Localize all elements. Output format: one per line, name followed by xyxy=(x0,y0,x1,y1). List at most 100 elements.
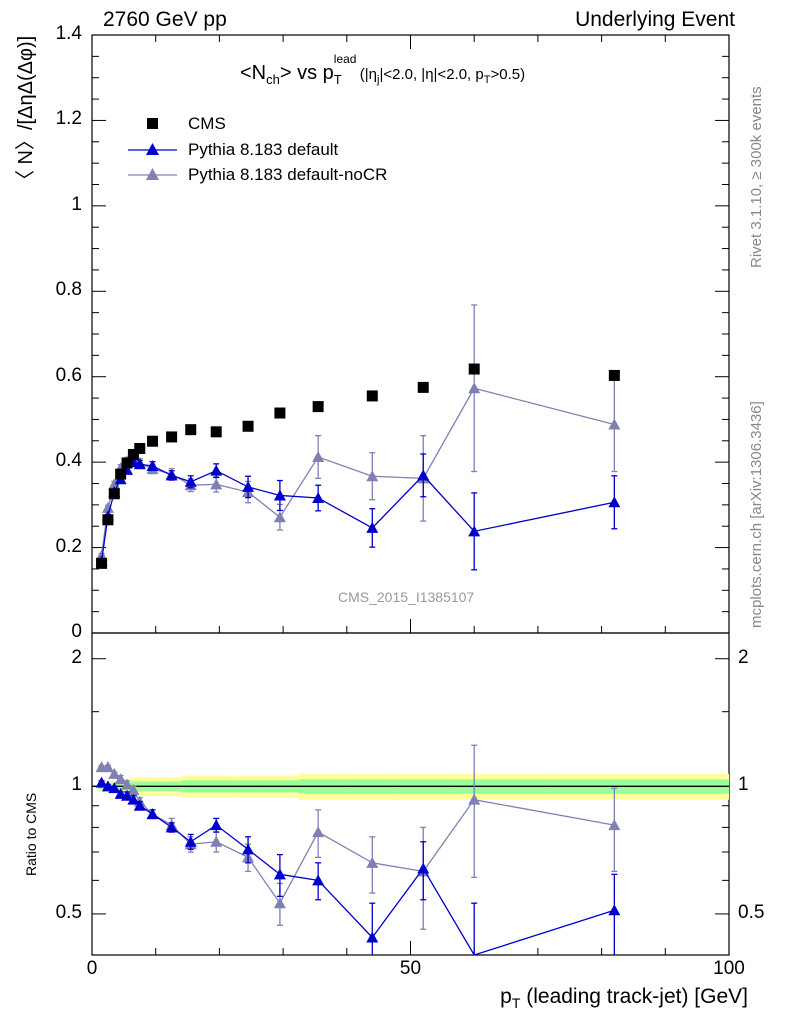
data-point-square xyxy=(417,381,429,393)
y-tick-label: 1.2 xyxy=(55,108,82,130)
legend-label-cms: CMS xyxy=(188,114,226,133)
ratio-point-triangle xyxy=(165,821,178,833)
y-tick-label: 0.8 xyxy=(55,279,82,301)
y-tick-label: 1.4 xyxy=(55,23,82,44)
analysis-watermark: CMS_2015_I1385107 xyxy=(338,589,475,605)
data-point-square xyxy=(185,424,197,436)
data-point-triangle xyxy=(165,469,178,481)
data-point-square xyxy=(242,420,254,432)
data-point-square xyxy=(115,468,127,480)
data-point-triangle xyxy=(312,492,325,504)
data-point-square xyxy=(134,442,146,454)
ratio-y-tick-label: 2 xyxy=(71,646,82,668)
data-point-square xyxy=(210,426,222,438)
legend-label-pythia-default: Pythia 8.183 default xyxy=(188,140,339,159)
ratio-point-triangle xyxy=(184,835,197,847)
data-series xyxy=(95,304,621,956)
ratio-point-triangle xyxy=(273,868,286,880)
y-tick-label: 0 xyxy=(71,621,82,642)
ratio-point-triangle xyxy=(127,793,140,805)
x-tick-label: 50 xyxy=(399,958,422,979)
header-right: Underlying Event xyxy=(575,8,735,31)
data-point-triangle xyxy=(608,418,621,430)
series-line xyxy=(100,387,615,556)
ratio-point-triangle xyxy=(366,931,379,943)
ratio-point-triangle xyxy=(417,862,430,874)
mcplots-label: mcplots.cern.ch [arXiv:1306.3436] xyxy=(748,401,765,628)
legend xyxy=(128,118,177,180)
data-point-square xyxy=(96,557,108,569)
x-tick-label: 100 xyxy=(713,958,745,979)
rivet-version-label: Rivet 3.1.10, ≥ 300k events xyxy=(748,86,765,268)
legend-pythia-nocr-marker xyxy=(146,168,159,180)
ratio-point-triangle xyxy=(210,835,223,847)
y-tick-label: 0.4 xyxy=(55,450,82,472)
ratio-point-triangle xyxy=(210,819,223,831)
ratio-point-triangle xyxy=(312,826,325,838)
data-point-square xyxy=(312,401,324,413)
x-tick-label: 0 xyxy=(86,958,98,979)
data-point-square xyxy=(608,369,620,381)
legend-cms-marker xyxy=(147,118,158,129)
legend-pythia-default-marker xyxy=(146,143,159,155)
data-point-triangle xyxy=(312,451,325,463)
ratio-point-triangle xyxy=(114,773,127,785)
y-axis-label: 〈 N〉/[ΔηΔ(Δφ)] xyxy=(15,35,37,190)
ratio-y-tick-label-right: 1 xyxy=(738,774,749,796)
y-tick-label: 1 xyxy=(71,193,82,215)
data-point-square xyxy=(166,431,178,443)
data-point-triangle xyxy=(468,525,481,537)
data-point-triangle xyxy=(146,459,159,471)
series-cms xyxy=(96,363,620,569)
ratio-point-triangle xyxy=(121,778,134,790)
ratio-y-tick-label: 1 xyxy=(71,774,82,796)
ratio-point-triangle xyxy=(108,767,121,779)
data-point-triangle xyxy=(133,458,146,470)
data-point-square xyxy=(121,457,133,469)
ratio-line xyxy=(101,782,615,956)
data-point-triangle xyxy=(210,464,223,476)
ratio-point-triangle xyxy=(121,789,134,801)
ratio-point-triangle xyxy=(273,897,286,909)
data-point-triangle xyxy=(273,489,286,501)
ratio-point-triangle xyxy=(242,843,255,855)
y-tick-label: 0.6 xyxy=(55,364,82,386)
ratio-point-triangle xyxy=(101,761,114,773)
ratio-point-triangle xyxy=(108,782,121,794)
ratio-point-triangle xyxy=(133,799,146,811)
ratio-point-triangle xyxy=(468,793,481,805)
ratio-y-tick-label-right: 2 xyxy=(738,646,749,668)
ratio-series-pythia-default-nocr xyxy=(95,744,621,930)
data-point-triangle xyxy=(417,469,430,481)
x-axis-label: pT (leading track-jet) [GeV] xyxy=(500,985,748,1012)
data-point-square xyxy=(147,435,159,447)
series-line xyxy=(100,461,615,562)
y-tick-label: 0.2 xyxy=(55,535,82,557)
data-point-triangle xyxy=(273,511,286,523)
ratio-y-axis-label: Ratio to CMS xyxy=(23,792,39,876)
data-point-square xyxy=(108,488,120,500)
data-point-triangle xyxy=(242,480,255,492)
data-point-square xyxy=(468,363,480,375)
data-point-square xyxy=(102,514,114,526)
data-point-triangle xyxy=(608,496,621,508)
ratio-point-triangle xyxy=(366,856,379,868)
legend-label-pythia-nocr: Pythia 8.183 default-noCR xyxy=(188,165,388,184)
header-left: 2760 GeV pp xyxy=(103,8,227,31)
data-point-triangle xyxy=(366,521,379,533)
ratio-point-triangle xyxy=(146,808,159,820)
data-point-triangle xyxy=(468,382,481,394)
data-point-triangle xyxy=(210,478,223,490)
data-point-triangle xyxy=(101,501,114,513)
ratio-point-triangle xyxy=(127,784,140,796)
data-point-square xyxy=(127,448,139,460)
ratio-point-triangle xyxy=(608,819,621,831)
ratio-point-triangle xyxy=(95,776,108,788)
axis-ticks xyxy=(91,34,730,956)
plot-title: <Nch> vs p lead T (|ηj|<2.0, |η|<2.0, pT>0… xyxy=(240,52,526,87)
data-point-triangle xyxy=(366,470,379,482)
data-point-square xyxy=(366,390,378,402)
data-point-square xyxy=(274,407,286,419)
ratio-y-tick-label: 0.5 xyxy=(55,901,82,923)
